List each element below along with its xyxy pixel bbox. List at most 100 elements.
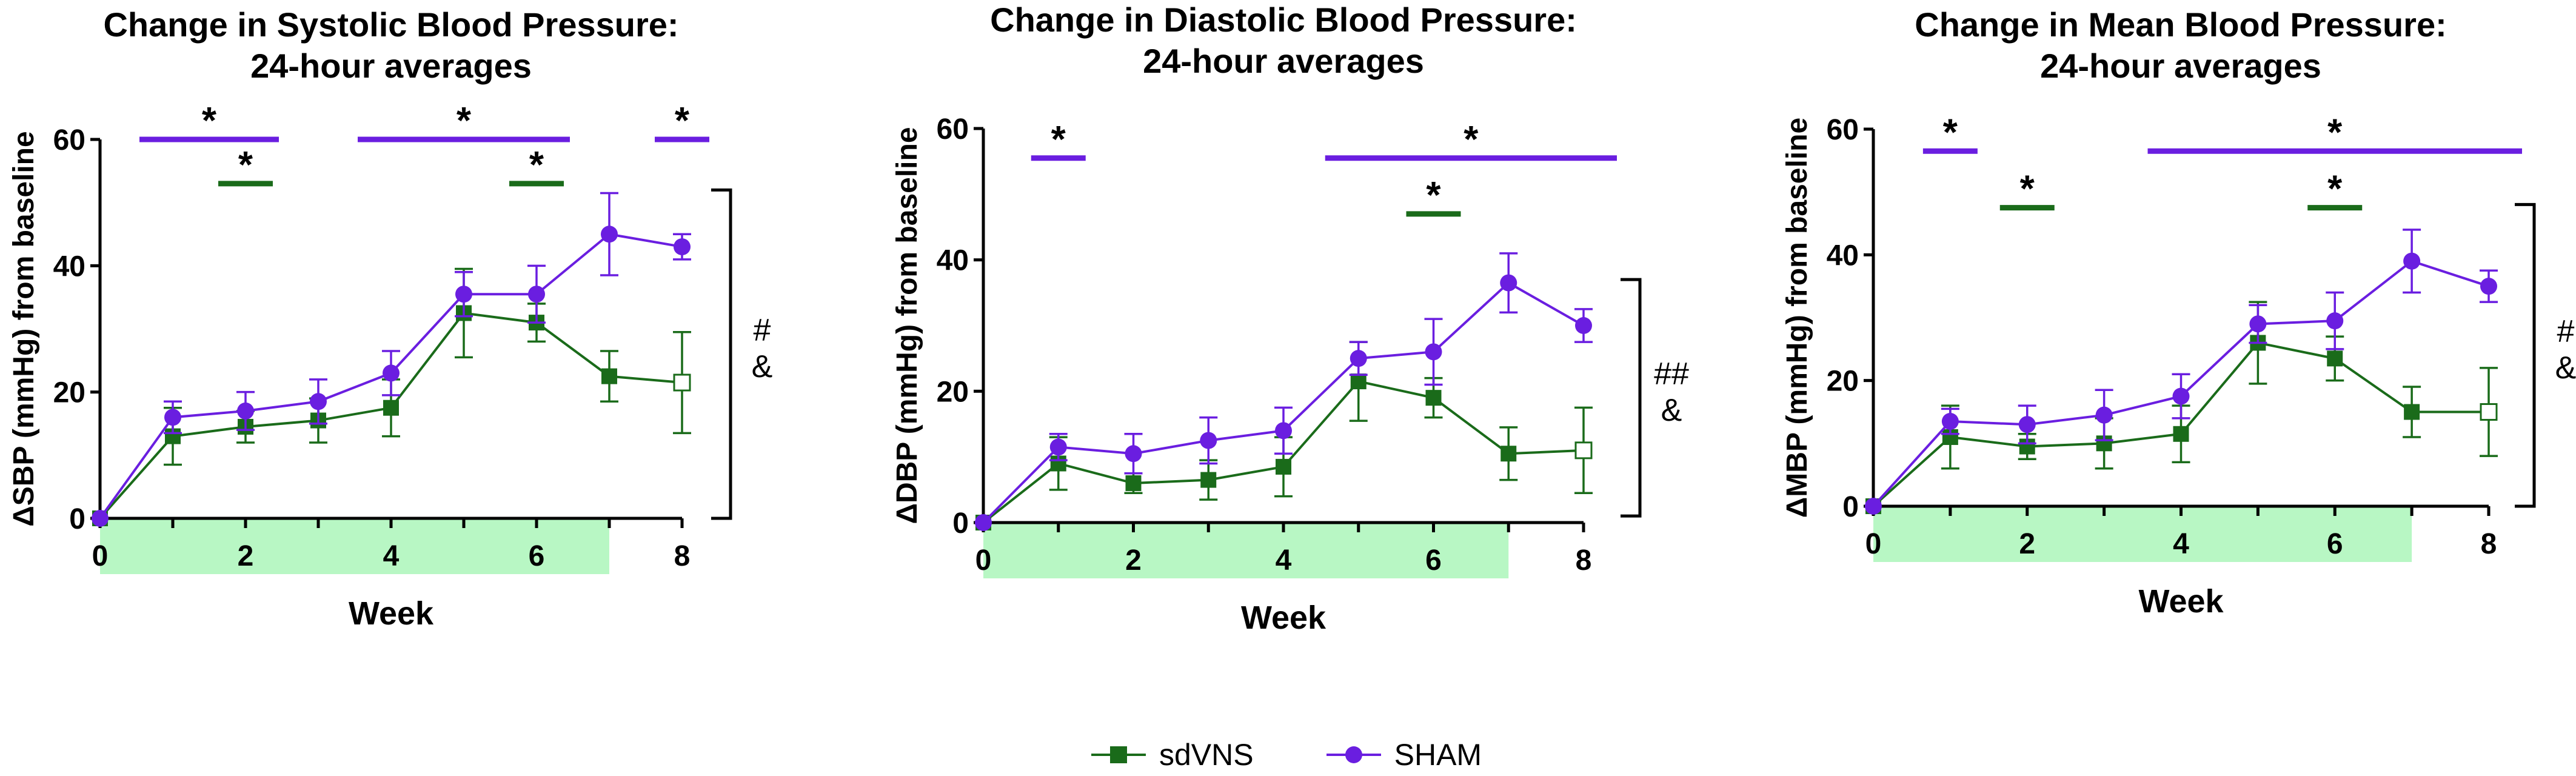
y-axis-delta-symbol: Δ <box>8 506 40 527</box>
x-axis-label: Week <box>2138 583 2224 620</box>
legend-circle-marker <box>1345 746 1362 763</box>
significance-asterisk: * <box>675 100 690 142</box>
series-sham <box>92 192 691 527</box>
data-point-circle <box>2172 387 2190 405</box>
series-sham <box>1865 229 2498 515</box>
data-point-circle <box>1865 498 1882 515</box>
significance-asterisk: * <box>2327 112 2343 153</box>
legend-item-sdvns: sdVNS <box>1091 737 1254 772</box>
data-point-square <box>383 400 399 416</box>
chart-title-line2: 24-hour averages <box>250 47 532 85</box>
bracket-symbol: & <box>1661 393 1682 428</box>
data-point-square-open <box>673 373 691 392</box>
x-tick-label: 4 <box>2173 528 2189 560</box>
stimulation-period-band <box>983 524 1509 578</box>
data-point-square <box>2173 426 2189 442</box>
x-axis-label: Week <box>1241 600 1326 636</box>
data-point-circle <box>383 364 400 382</box>
y-axis-label: ΔDBP (mmHg) from baseline <box>891 127 923 524</box>
data-point-square <box>1276 458 1291 475</box>
y-tick-label: 60 <box>1827 114 1859 146</box>
legend-label-sham: SHAM <box>1394 738 1482 772</box>
series-sham <box>975 252 1593 531</box>
y-axis-delta-symbol: Δ <box>891 503 923 524</box>
y-axis-label: ΔSBP (mmHg) from baseline <box>8 131 40 526</box>
y-tick-label: 40 <box>53 250 85 283</box>
x-tick-label: 2 <box>2019 528 2035 560</box>
legend-line-sham <box>1326 746 1381 763</box>
data-point-circle <box>674 238 691 256</box>
significance-asterisk: * <box>1464 119 1479 161</box>
data-point-circle <box>1575 317 1592 334</box>
data-point-circle <box>1941 413 1959 430</box>
bracket-symbol: # <box>2557 314 2575 349</box>
series-sdvns <box>92 267 691 526</box>
data-point-square <box>2327 350 2343 367</box>
data-point-circle <box>2326 312 2344 330</box>
legend-item-sham: SHAM <box>1326 737 1482 772</box>
legend-line-sdvns <box>1091 746 1146 763</box>
data-point-square-open <box>1574 441 1593 460</box>
chart-panel-3: Change in Mean Blood Pressure:24-hour av… <box>1781 5 2576 620</box>
chart-panel-1: Change in Systolic Blood Pressure:24-hou… <box>8 5 772 632</box>
data-point-circle <box>237 402 254 420</box>
data-point-circle <box>1049 438 1067 456</box>
data-point-square <box>1125 475 1142 491</box>
data-point-circle <box>2095 406 2113 424</box>
data-point-circle <box>92 510 109 527</box>
data-point-circle <box>310 393 327 410</box>
chart-title-line2: 24-hour averages <box>2040 47 2321 85</box>
stimulation-period-band <box>1873 507 2412 562</box>
group-effect-bracket <box>1621 278 1642 518</box>
significance-asterisk: * <box>2020 169 2035 210</box>
y-axis-label-text: SBP (mmHg) from baseline <box>8 131 40 506</box>
data-point-circle <box>1275 422 1292 440</box>
bracket-symbol: ## <box>1654 356 1689 392</box>
bracket-symbol: & <box>752 349 773 384</box>
bracket-symbol: & <box>2555 350 2576 386</box>
data-point-square <box>1350 373 1367 390</box>
data-point-circle <box>1200 432 1217 449</box>
data-point-square <box>601 368 617 384</box>
significance-asterisk: * <box>238 144 253 186</box>
significance-asterisk: * <box>529 144 544 186</box>
x-tick-label: 2 <box>1125 544 1142 577</box>
x-tick-label: 4 <box>1276 544 1292 577</box>
significance-asterisk: * <box>2327 169 2343 210</box>
data-point-circle <box>455 286 472 303</box>
y-tick-label: 60 <box>937 113 969 146</box>
data-point-circle <box>2249 315 2267 333</box>
x-tick-label: 8 <box>674 540 691 572</box>
y-tick-label: 0 <box>1842 491 1859 523</box>
data-point-square <box>2404 404 2420 420</box>
y-tick-label: 0 <box>952 507 969 540</box>
data-point-square <box>1200 472 1217 488</box>
chart-title-line2: 24-hour averages <box>1143 42 1424 80</box>
data-point-square-open <box>2480 403 2498 421</box>
data-point-circle <box>1425 343 1442 361</box>
x-tick-label: 6 <box>2327 528 2343 560</box>
data-point-circle <box>601 226 618 243</box>
significance-asterisk: * <box>1426 175 1441 216</box>
y-tick-label: 40 <box>1827 239 1859 272</box>
data-point-circle <box>2480 278 2497 295</box>
x-tick-label: 8 <box>2481 528 2497 560</box>
legend: sdVNS SHAM <box>1091 734 1482 776</box>
y-tick-label: 20 <box>53 377 85 409</box>
group-effect-bracket <box>711 188 732 520</box>
data-point-circle <box>164 409 181 426</box>
x-tick-label: 8 <box>1576 544 1592 577</box>
x-tick-label: 6 <box>1425 544 1442 577</box>
x-tick-label: 0 <box>975 544 992 577</box>
y-tick-label: 20 <box>937 376 969 408</box>
x-axis-label: Week <box>349 595 434 632</box>
chart-title-line1: Change in Systolic Blood Pressure: <box>103 5 678 44</box>
y-axis-label-text: MBP (mmHg) from baseline <box>1781 118 1813 497</box>
y-axis-label-text: DBP (mmHg) from baseline <box>891 127 923 503</box>
significance-asterisk: * <box>457 100 472 142</box>
y-tick-label: 0 <box>69 503 85 535</box>
significance-asterisk: * <box>202 100 217 142</box>
bracket-symbol: # <box>754 313 771 348</box>
data-point-circle <box>528 286 545 303</box>
